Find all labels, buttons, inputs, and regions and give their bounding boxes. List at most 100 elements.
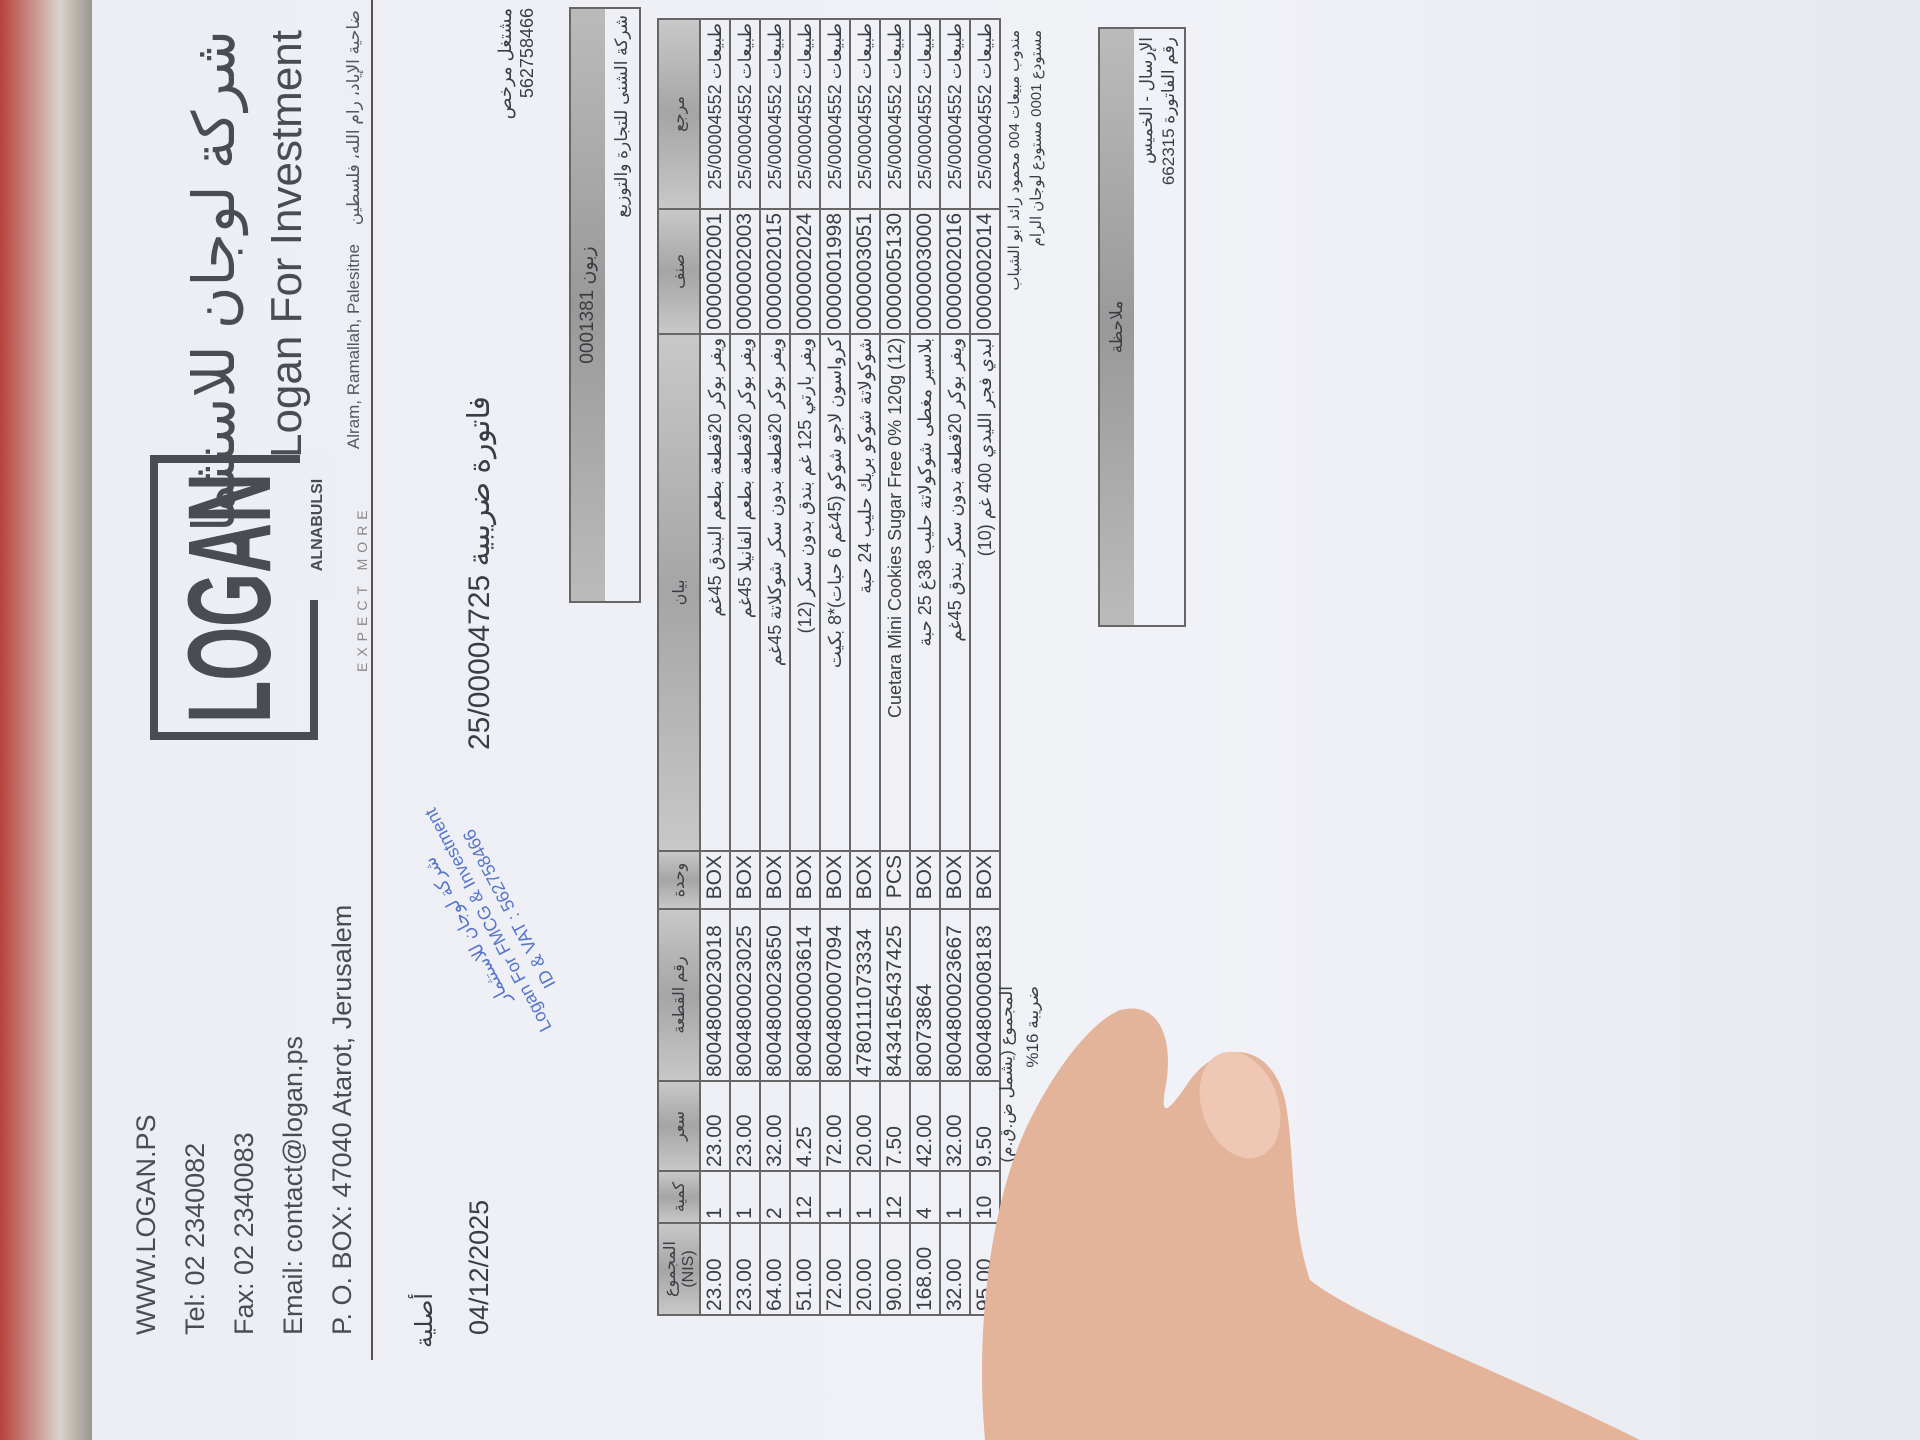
license-number: 562758466 bbox=[517, 8, 537, 99]
license-label: مشتغل مرخص bbox=[495, 8, 515, 120]
cell-ref: طبيعات 25/00004552 bbox=[850, 19, 880, 209]
cell-qty: 12 bbox=[880, 1171, 910, 1223]
cell-unit: BOX bbox=[820, 851, 850, 909]
cell-code: 0000002003 bbox=[730, 209, 760, 334]
cell-unit: BOX bbox=[700, 851, 730, 909]
cell-price: 42.00 bbox=[910, 1081, 940, 1171]
notes-line-2: رقم الفاتورة 662315 bbox=[1159, 37, 1178, 186]
cell-total: 168.00 bbox=[910, 1223, 940, 1315]
cell-qty: 1 bbox=[820, 1171, 850, 1223]
invoice-document: WWW.LOGAN.PS Tel: 02 2340082 Fax: 02 234… bbox=[92, 0, 1920, 1440]
cell-total: 32.00 bbox=[940, 1223, 970, 1315]
cell-total: 72.00 bbox=[820, 1223, 850, 1315]
customer-header: زبون 0001381 bbox=[571, 9, 605, 601]
total-value: 638.00 bbox=[995, 1251, 1018, 1316]
col-barcode: رقم القطعة bbox=[658, 909, 700, 1081]
items-table: مرجع صنف بيان وحدة رقم القطعة سعر كمية ا… bbox=[657, 18, 1001, 1316]
salesman: مندوب مبيعات 004 محمود رائد ابو الشباب bbox=[1006, 30, 1023, 291]
invoice-date: 04/12/2025 bbox=[464, 1199, 494, 1335]
cell-unit: BOX bbox=[910, 851, 940, 909]
cell-unit: BOX bbox=[970, 851, 1000, 909]
customer-name: شركة الشنى للتجارة والتوزيع bbox=[612, 15, 631, 218]
cell-desc: بلاسير مغطى شوكولاتة حليب 38غ 25 حبة bbox=[910, 333, 940, 851]
stamp-line-2: Logan For FMCG & Investment bbox=[420, 804, 556, 1036]
cell-total: 23.00 bbox=[730, 1223, 760, 1315]
cell-unit: BOX bbox=[790, 851, 820, 909]
cell-barcode: 4780111073334 bbox=[850, 909, 880, 1081]
address-english: Alram, Ramallah, Palesitne bbox=[344, 244, 363, 450]
phone: Tel: 02 2340082 bbox=[180, 1142, 210, 1335]
notes-line-1: الإرسال - الخميس bbox=[1137, 37, 1156, 165]
cell-code: 0000002014 bbox=[970, 209, 1000, 334]
cell-qty: 1 bbox=[850, 1171, 880, 1223]
address: ضاحية الإياد، رام الله، فلسطين Alram, Ra… bbox=[344, 10, 364, 449]
table-row: طبيعات 25/00004552 0000002003 ويفر بوكر 20… bbox=[730, 19, 760, 1315]
table-row: طبيعات 25/00004552 0000002016 ويفر بوكر 20… bbox=[940, 19, 970, 1315]
col-price: سعر bbox=[658, 1081, 700, 1171]
cell-code: 0000003051 bbox=[850, 209, 880, 334]
cell-unit: BOX bbox=[730, 851, 760, 909]
cell-price: 72.00 bbox=[820, 1081, 850, 1171]
cell-barcode: 8004800003614 bbox=[790, 909, 820, 1081]
cell-qty: 12 bbox=[790, 1171, 820, 1223]
po-box: P. O. BOX: 47040 Atarot, Jerusalem bbox=[327, 904, 357, 1335]
svg-text:ALNABULSI: ALNABULSI bbox=[309, 479, 326, 571]
table-row: طبيعات 25/00004552 0000002024 ويفر بارتي 1… bbox=[790, 19, 820, 1315]
table-row: طبيعات 25/00004552 0000003000 بلاسير مغطى … bbox=[910, 19, 940, 1315]
cell-code: 0000002016 bbox=[940, 209, 970, 334]
cell-price: 4.25 bbox=[790, 1081, 820, 1171]
cell-unit: BOX bbox=[760, 851, 790, 909]
cell-desc: ويفر بوكر 20قطعة بطعم البندق 45غم bbox=[700, 333, 730, 851]
cell-unit: PCS bbox=[880, 851, 910, 909]
cell-unit: BOX bbox=[850, 851, 880, 909]
address-arabic: ضاحية الإياد، رام الله، فلسطين bbox=[344, 10, 363, 226]
fax: Fax: 02 2340083 bbox=[229, 1132, 259, 1335]
col-description: بيان bbox=[658, 333, 700, 851]
cell-code: 0000002015 bbox=[760, 209, 790, 334]
cell-desc: ويفر بوكر 20قطعة بطعم الفانيلا 45غم bbox=[730, 333, 760, 851]
col-unit: وحدة bbox=[658, 851, 700, 909]
cell-qty: 2 bbox=[760, 1171, 790, 1223]
cell-price: 23.00 bbox=[700, 1081, 730, 1171]
cell-code: 0000005130 bbox=[880, 209, 910, 334]
cell-barcode: 8434165437425 bbox=[880, 909, 910, 1081]
cell-total: 64.00 bbox=[760, 1223, 790, 1315]
cell-ref: طبيعات 25/00004552 bbox=[820, 19, 850, 209]
cell-desc: شوكولاتة شوكو بريك حليب 24 حبة bbox=[850, 333, 880, 851]
cell-price: 7.50 bbox=[880, 1081, 910, 1171]
company-name-arabic: شركة لوجان للاستثمار bbox=[182, 30, 247, 561]
cell-desc: ويفر بوكر 20قطعة بدون سكر بندق 45غم bbox=[940, 333, 970, 851]
cell-price: 23.00 bbox=[730, 1081, 760, 1171]
totals-block: المجموع (يشمل ض.ق.م) 638.00 ضريبة 16% bbox=[994, 986, 1046, 1316]
notes-box: ملاحظة الإرسال - الخميس رقم الفاتورة 662… bbox=[1098, 27, 1186, 627]
warehouse: مستودع 0001 مستودع لوجان الرام bbox=[1028, 30, 1045, 247]
invoice-title-label: فاتورة ضريبية bbox=[463, 396, 496, 567]
header-divider bbox=[371, 0, 373, 1360]
table-row: طبيعات 25/00004552 0000002001 ويفر بوكر 20… bbox=[700, 19, 730, 1315]
cell-qty: 1 bbox=[940, 1171, 970, 1223]
cell-qty: 1 bbox=[730, 1171, 760, 1223]
cell-desc: كرواسون لاجو شوكو (45غم 6 حبات)*8 بكيت bbox=[820, 333, 850, 851]
company-stamp: شركة لوجان للاستثمار Logan For FMCG & In… bbox=[395, 788, 581, 1051]
tagline: EXPECT MORE bbox=[354, 504, 370, 672]
cell-price: 32.00 bbox=[940, 1081, 970, 1171]
invoice-title: فاتورة ضريبية 25/00004725 bbox=[462, 396, 497, 750]
cell-unit: BOX bbox=[940, 851, 970, 909]
cell-desc: ويفر بوكر 20قطعة بدون سكر شوكلاتة 45غم bbox=[760, 333, 790, 851]
cell-code: 0000001998 bbox=[820, 209, 850, 334]
table-row: طبيعات 25/00004552 0000001998 كرواسون لاجو… bbox=[820, 19, 850, 1315]
cell-total: 20.00 bbox=[850, 1223, 880, 1315]
cell-qty: 4 bbox=[910, 1171, 940, 1223]
table-header: مرجع صنف بيان وحدة رقم القطعة سعر كمية ا… bbox=[658, 19, 700, 1315]
cell-ref: طبيعات 25/00004552 bbox=[970, 19, 1000, 209]
cell-desc: لبدي فجر الليدي 400 غم (10) bbox=[970, 333, 1000, 851]
cell-ref: طبيعات 25/00004552 bbox=[940, 19, 970, 209]
company-name-english: Logan For Investment bbox=[262, 30, 311, 459]
col-qty: كمية bbox=[658, 1171, 700, 1223]
cell-barcode: 8004800007094 bbox=[820, 909, 850, 1081]
cell-price: 32.00 bbox=[760, 1081, 790, 1171]
copy-label: أصلية bbox=[411, 1292, 438, 1348]
table-row: طبيعات 25/00004552 0000003051 شوكولاتة شوك… bbox=[850, 19, 880, 1315]
cell-barcode: 8004800023667 bbox=[940, 909, 970, 1081]
cell-barcode: 8004800023650 bbox=[760, 909, 790, 1081]
